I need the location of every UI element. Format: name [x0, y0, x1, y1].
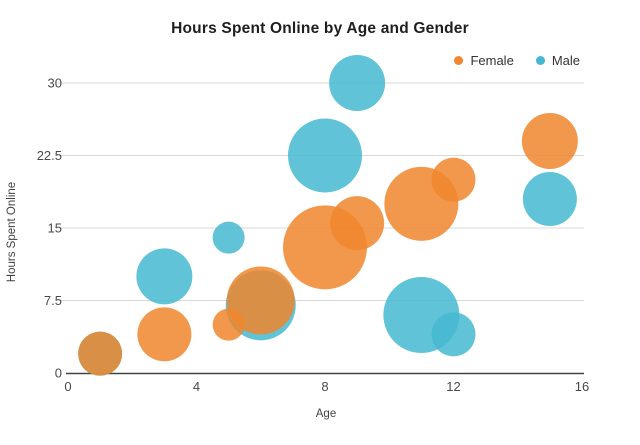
x-tick-label-16: 16 — [575, 379, 589, 394]
legend: Female Male — [454, 53, 580, 68]
y-tick-label-0: 0 — [55, 366, 62, 381]
x-tick-label-8: 8 — [321, 379, 328, 394]
legend-label-male: Male — [551, 53, 580, 68]
bubble-female-age3[interactable] — [137, 307, 192, 362]
chart-title: Hours Spent Online by Age and Gender — [171, 20, 469, 37]
y-tick-label-30: 30 — [48, 75, 62, 90]
y-axis-title: Hours Spent Online — [6, 181, 18, 283]
bubble-female-age15[interactable] — [521, 112, 578, 169]
bubble-female-age12[interactable] — [431, 157, 476, 202]
x-axis-title: Age — [315, 408, 337, 420]
bubble-male-age5[interactable] — [212, 221, 245, 254]
x-tick-label-12: 12 — [446, 379, 460, 394]
x-tick-label-0: 0 — [64, 379, 71, 394]
bubble-female-age9[interactable] — [330, 196, 385, 251]
bubble-female-age6[interactable] — [226, 266, 295, 335]
legend-item-male[interactable]: Male — [535, 53, 580, 68]
male-legend-dot-icon — [535, 56, 545, 65]
y-tick-label-7.5: 7.5 — [44, 293, 62, 308]
bubble-male-age9[interactable] — [329, 54, 386, 111]
female-legend-dot-icon — [454, 56, 464, 65]
bubble-female-age1[interactable] — [78, 331, 123, 376]
y-tick-label-15: 15 — [48, 220, 62, 235]
bubble-male-age12[interactable] — [431, 312, 476, 357]
legend-item-female[interactable]: Female — [454, 53, 514, 68]
y-tick-label-22.5: 22.5 — [37, 148, 62, 163]
bubble-male-age3[interactable] — [136, 248, 193, 305]
bubble-male-age8[interactable] — [288, 118, 362, 193]
x-tick-label-4: 4 — [193, 379, 200, 394]
legend-label-female: Female — [470, 53, 514, 68]
bubble-male-age15[interactable] — [522, 171, 577, 226]
